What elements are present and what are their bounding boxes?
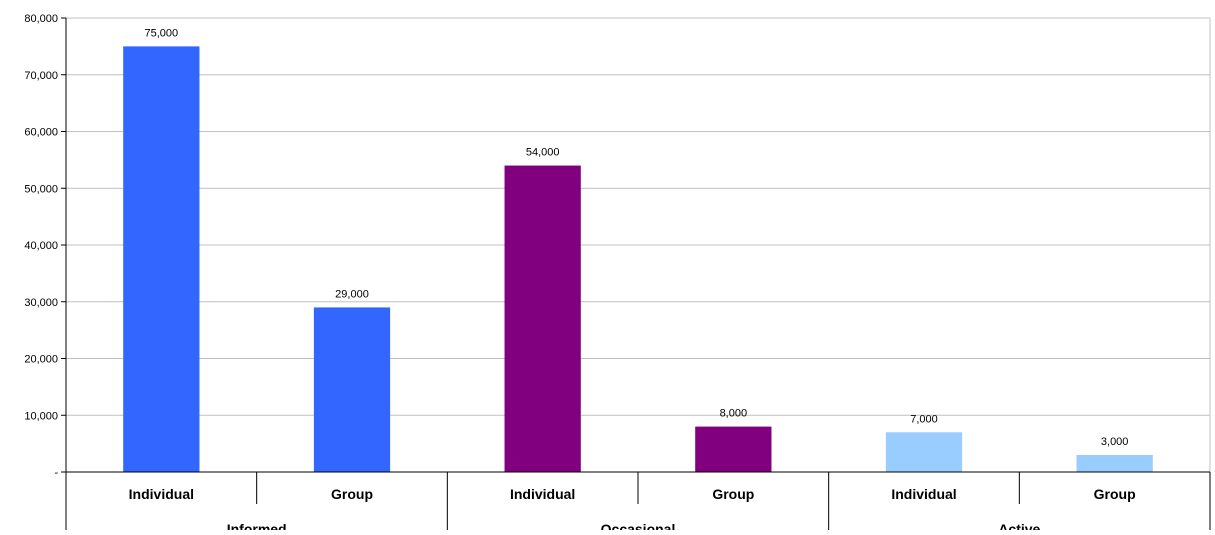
labels: - 10,000 20,000 30,000 40,000 50,000 60,000 70,…	[24, 13, 1136, 535]
y-tick-label: 20,000	[24, 354, 58, 366]
y-tick-label: 50,000	[24, 183, 58, 195]
bar	[504, 165, 581, 473]
y-tick-label: 40,000	[24, 240, 58, 252]
category-label: Group	[331, 486, 373, 502]
group-label: Informed	[227, 521, 287, 530]
category-label: Group	[1094, 486, 1136, 502]
axes	[61, 17, 1211, 530]
category-label: Individual	[891, 486, 956, 502]
y-tick-label: 60,000	[24, 127, 58, 139]
y-tick-label: 70,000	[24, 70, 58, 82]
data-label: 75,000	[145, 27, 179, 39]
y-tick-label: 10,000	[24, 410, 58, 422]
group-label: Active	[998, 521, 1040, 530]
data-label: 7,000	[910, 413, 938, 425]
y-tick-label: 80,000	[24, 13, 58, 25]
data-label: 54,000	[526, 147, 560, 159]
category-label: Individual	[129, 486, 194, 502]
data-label: 8,000	[720, 408, 748, 420]
bar	[885, 432, 963, 472]
category-label: Group	[712, 486, 754, 502]
gridlines	[66, 17, 1211, 472]
category-label: Individual	[510, 486, 575, 502]
data-label: 3,000	[1101, 436, 1129, 448]
bars	[123, 46, 1153, 473]
bar	[123, 46, 200, 472]
group-label: Occasional	[601, 521, 676, 530]
y-tick-label: 30,000	[24, 297, 58, 309]
bar	[695, 426, 772, 472]
bar	[1076, 454, 1153, 472]
bar	[313, 307, 391, 472]
data-label: 29,000	[335, 288, 369, 300]
y-tick-label: -	[54, 467, 58, 479]
